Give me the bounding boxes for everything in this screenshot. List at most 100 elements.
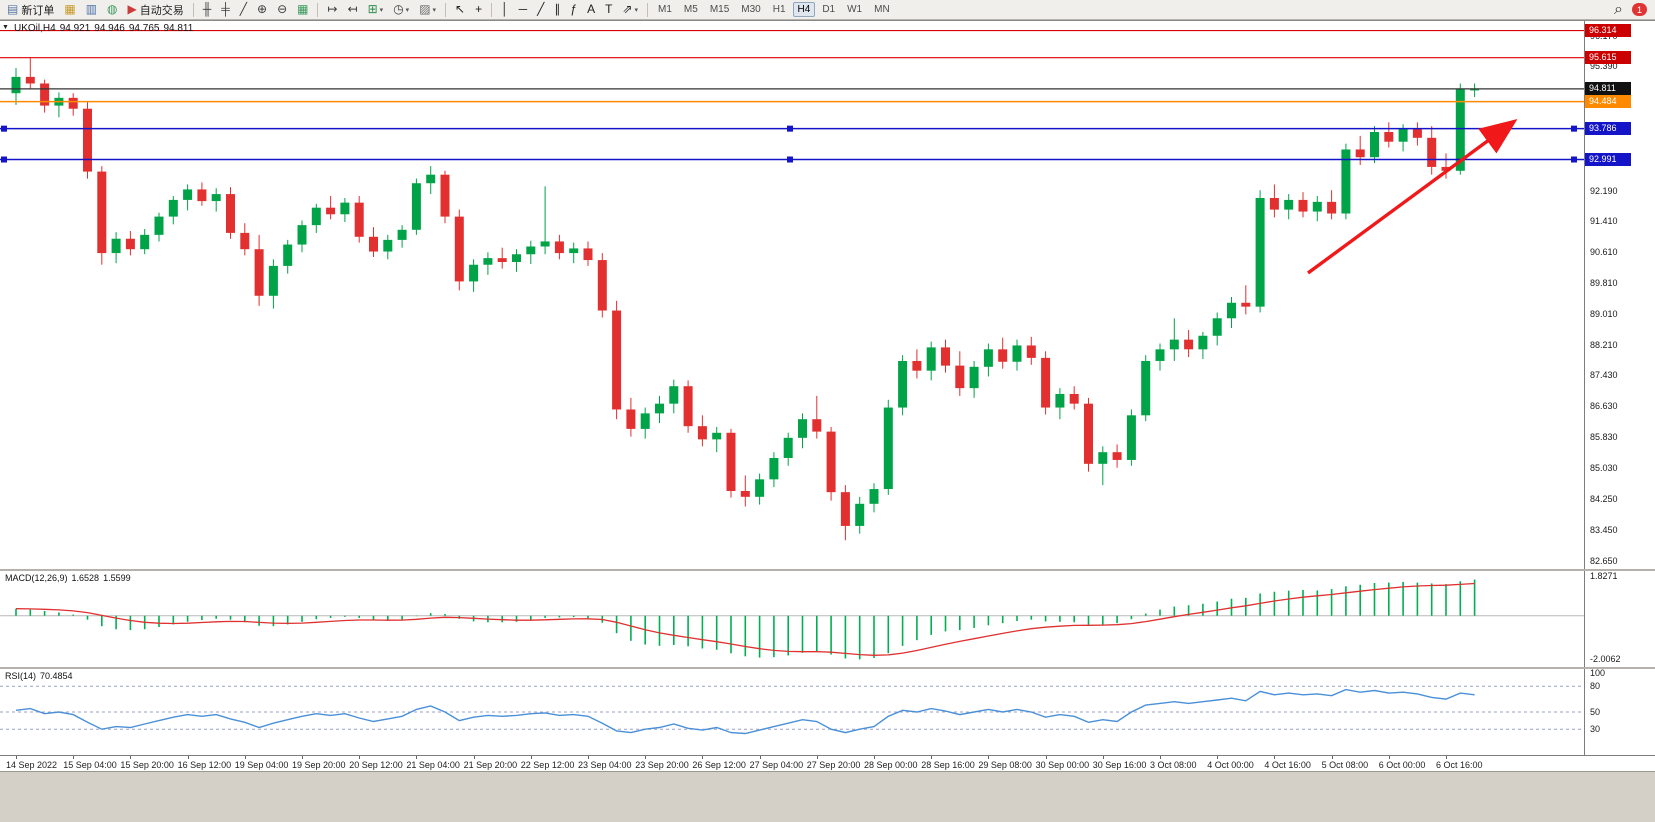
line-chart-button[interactable]: ╱ xyxy=(236,0,251,19)
horizontal-line-button[interactable]: ─ xyxy=(515,0,532,19)
add-indicator-icon: ⊞ xyxy=(367,2,378,16)
time-tick xyxy=(702,756,704,759)
candlestick-chart-button[interactable]: ╪ xyxy=(217,0,234,19)
timeframe-h4-button[interactable]: H4 xyxy=(792,2,816,17)
timeframe-m5-button[interactable]: M5 xyxy=(683,4,698,15)
pane-splitter[interactable] xyxy=(0,667,1655,669)
auto-scroll-button[interactable]: ↦ xyxy=(323,0,341,19)
new-order-icon: ▤ xyxy=(7,2,19,16)
time-label: 28 Sep 16:00 xyxy=(921,760,975,770)
zoom-out-icon: ⊖ xyxy=(277,2,288,16)
timeframe-d1-button[interactable]: D1 xyxy=(822,4,836,15)
timeframe-m30-button[interactable]: M30 xyxy=(741,4,761,15)
text-button[interactable]: A xyxy=(583,0,599,19)
time-label: 28 Sep 00:00 xyxy=(864,760,918,770)
time-tick xyxy=(1331,756,1333,759)
indicators-button[interactable]: ⊞ ▾ xyxy=(364,0,388,19)
fibonacci-button[interactable]: ƒ xyxy=(566,0,581,19)
time-tick xyxy=(816,756,818,759)
rsi-axis-label: 50 xyxy=(1590,707,1601,717)
toolbar: ▤ 新订单 ▦ ▥ ◍ ▶ 自动交易 ╫ ╪ ╱ ⊕ ⊖ ▦ ↦ ↤ ⊞ ▾ ◷ ▾ ▨ ▾ ↖ + │ ─ ╱ ∥ ƒ A T ⇗ ▾ M1 M… xyxy=(0,0,1655,20)
macd-label: MACD(12,26,9) 1.6528 1.5599 xyxy=(5,573,135,583)
price-tick-label: 88.210 xyxy=(1590,340,1618,351)
time-tick xyxy=(645,756,647,759)
close-value: 94.811 xyxy=(163,23,194,34)
price-axis[interactable]: 96.17095.39092.19091.41090.61089.81089.0… xyxy=(1584,21,1655,569)
vertical-line-button[interactable]: │ xyxy=(497,0,513,19)
bar-chart-button[interactable]: ╫ xyxy=(199,0,216,19)
price-tick-label: 84.250 xyxy=(1590,493,1618,504)
price-chart-canvas[interactable] xyxy=(0,21,1584,569)
text-label-button[interactable]: T xyxy=(601,0,616,19)
crosshair-button[interactable]: + xyxy=(471,0,486,19)
timeframe-h1-button[interactable]: H1 xyxy=(772,4,786,15)
time-label: 21 Sep 04:00 xyxy=(406,760,460,770)
autotrading-icon: ▶ xyxy=(127,2,137,16)
zoom-out-button[interactable]: ⊖ xyxy=(273,0,291,19)
tile-windows-icon: ▦ xyxy=(297,2,309,16)
template-icon: ▨ xyxy=(419,2,431,16)
price-marker: 94.484 xyxy=(1585,95,1631,109)
data-window-button[interactable]: ▥ xyxy=(82,0,101,19)
collapse-panel-icon[interactable]: ▼ xyxy=(2,24,9,31)
time-tick xyxy=(1388,756,1390,759)
time-label: 16 Sep 12:00 xyxy=(177,760,232,770)
price-marker: 93.786 xyxy=(1585,122,1631,136)
time-tick xyxy=(16,756,17,759)
price-marker: 95.615 xyxy=(1585,51,1631,65)
macd-canvas[interactable] xyxy=(0,571,1584,667)
time-tick xyxy=(187,756,189,759)
autotrading-button[interactable]: ▶ 自动交易 xyxy=(124,0,188,19)
toolbar-separator xyxy=(647,2,648,17)
price-tick-label: 95.390 xyxy=(1590,61,1618,72)
market-watch-button[interactable]: ▦ xyxy=(60,0,79,19)
search-icon[interactable]: ⌕ xyxy=(1614,0,1623,18)
time-tick xyxy=(759,756,761,759)
macd-axis[interactable]: 1.8271 -2.0062 xyxy=(1584,571,1655,667)
time-tick xyxy=(1217,756,1219,759)
timeframe-w1-button[interactable]: W1 xyxy=(847,4,863,15)
periods-button[interactable]: ◷ ▾ xyxy=(389,0,413,19)
timeframe-m1-button[interactable]: M1 xyxy=(658,4,672,15)
zoom-in-button[interactable]: ⊕ xyxy=(253,0,271,19)
rsi-axis-label: 30 xyxy=(1590,724,1601,735)
auto-scroll-icon: ↦ xyxy=(327,2,338,16)
cursor-button[interactable]: ↖ xyxy=(451,0,469,19)
tile-windows-button[interactable]: ▦ xyxy=(293,0,312,19)
timeframe-m15-button[interactable]: M15 xyxy=(709,4,730,15)
rsi-canvas[interactable] xyxy=(0,669,1584,755)
time-tick xyxy=(73,756,75,759)
time-axis[interactable]: 14 Sep 2022 15 Sep 04:00 15 Sep 20:00 16 Se… xyxy=(0,755,1655,774)
notification-badge[interactable]: 1 xyxy=(1631,3,1647,16)
equidistant-channel-button[interactable]: ∥ xyxy=(550,0,564,19)
time-tick xyxy=(130,756,132,759)
timeframe-mn-button[interactable]: MN xyxy=(874,4,890,15)
price-tick-label: 90.610 xyxy=(1590,246,1618,257)
templates-button[interactable]: ▨ ▾ xyxy=(415,0,440,19)
time-label: 4 Oct 00:00 xyxy=(1207,760,1254,770)
macd-axis-min: -2.0062 xyxy=(1590,654,1621,665)
time-tick xyxy=(530,756,532,759)
trendline-button[interactable]: ╱ xyxy=(533,0,548,19)
clock-icon: ◷ xyxy=(393,2,404,16)
pane-splitter[interactable] xyxy=(0,569,1655,571)
arrows-button[interactable]: ⇗ ▾ xyxy=(618,0,642,19)
time-tick xyxy=(588,756,589,759)
price-tick-label: 83.450 xyxy=(1590,524,1618,535)
macd-signal-value: 1.5599 xyxy=(103,573,131,583)
time-label: 21 Sep 20:00 xyxy=(463,760,518,770)
new-order-button[interactable]: ▤ 新订单 xyxy=(3,0,58,19)
rsi-axis[interactable]: 100 80 50 30 xyxy=(1584,668,1655,755)
rsi-label: RSI(14) 70.4854 xyxy=(5,671,77,681)
rsi-axis-label: 100 xyxy=(1590,668,1606,678)
time-label: 26 Sep 12:00 xyxy=(692,760,746,770)
price-marker: 92.991 xyxy=(1585,153,1631,166)
new-order-button-label: 新订单 xyxy=(21,4,55,17)
navigator-button[interactable]: ◍ xyxy=(103,0,121,19)
text-label-icon: T xyxy=(605,2,613,16)
autotrading-button-label: 自动交易 xyxy=(139,4,184,17)
time-tick xyxy=(988,756,990,759)
horizontal-line-icon: ─ xyxy=(518,2,528,16)
market-watch-icon: ▦ xyxy=(64,2,76,16)
chart-shift-button[interactable]: ↤ xyxy=(344,0,362,19)
